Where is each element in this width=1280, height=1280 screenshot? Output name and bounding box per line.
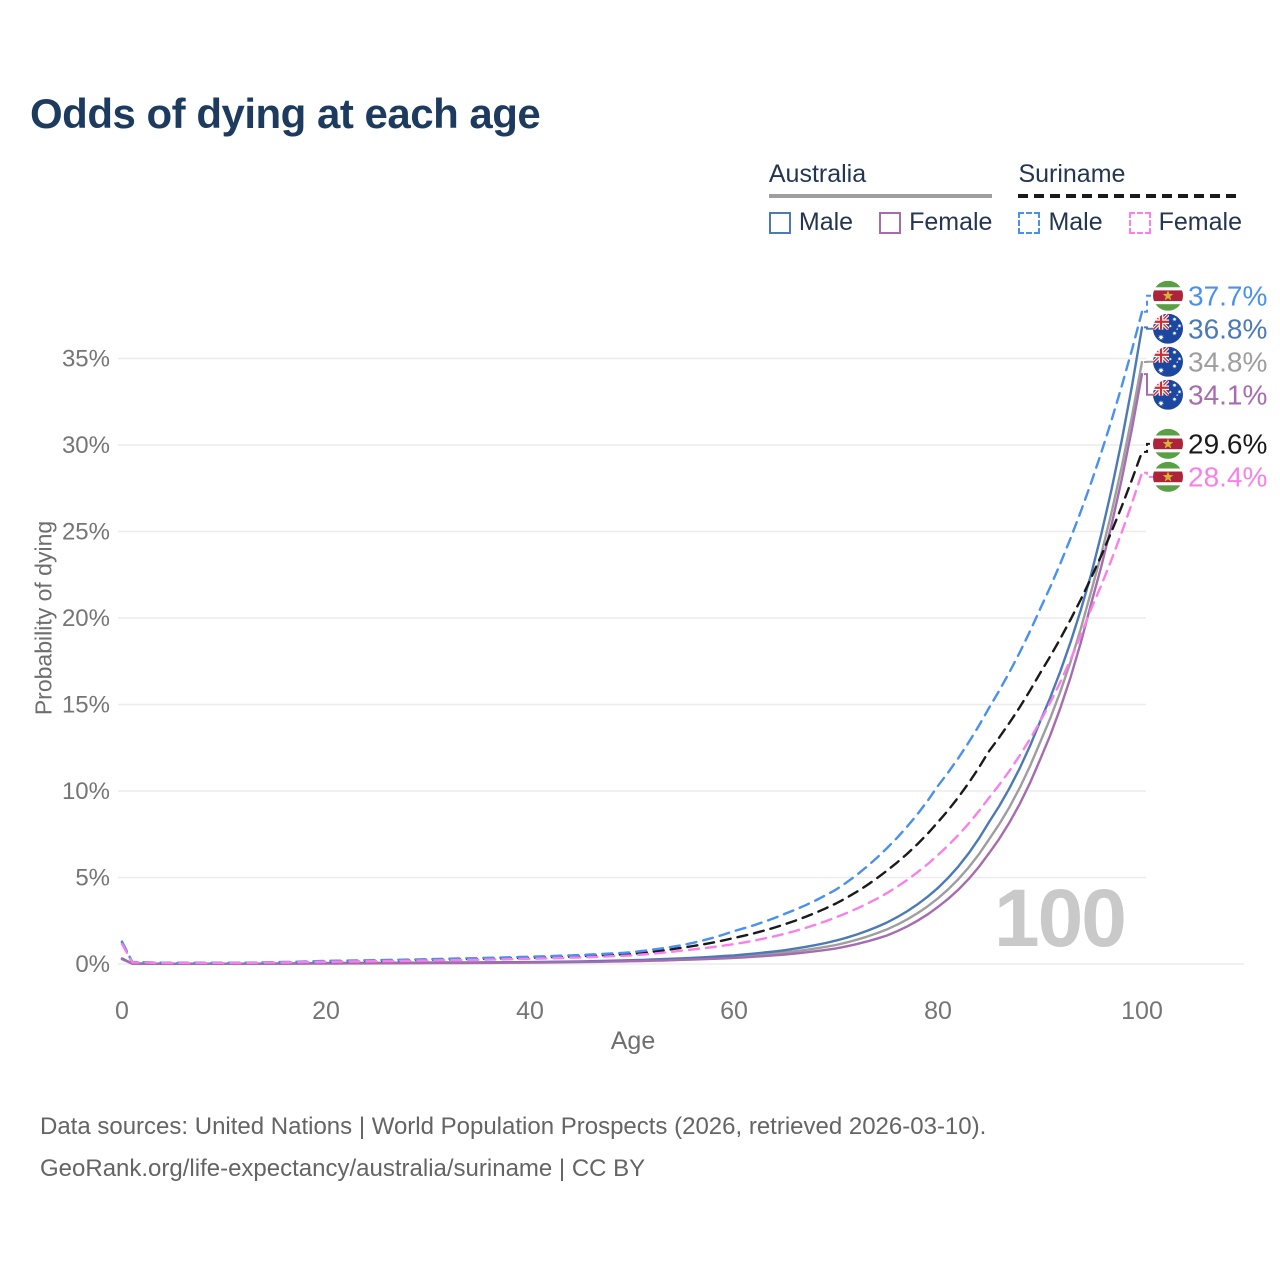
end-label-connector <box>1144 294 1153 313</box>
legend-swatch <box>768 211 791 234</box>
suriname-flag-icon <box>1153 280 1183 311</box>
end-label-value: 34.8% <box>1188 346 1267 377</box>
end-label-value: 34.1% <box>1188 379 1267 410</box>
australia-flag-icon <box>1153 313 1183 344</box>
legend-item-label: Male <box>1048 208 1103 236</box>
y-tick-label: 15% <box>62 692 110 719</box>
y-tick-label: 5% <box>75 865 110 892</box>
end-label-value: 37.7% <box>1188 280 1267 311</box>
x-axis-title: Age <box>610 1027 656 1055</box>
series-line-suriname-male <box>120 310 1144 965</box>
footer: Data sources: United Nations | World Pop… <box>40 1106 986 1190</box>
legend-underline-solid <box>768 194 993 198</box>
y-tick-label: 30% <box>62 432 110 459</box>
end-label-connector <box>1144 326 1153 330</box>
legend-item-australia-male: Male <box>768 208 854 237</box>
series-line-australia-total <box>120 360 1144 965</box>
y-tick-label: 20% <box>62 605 110 632</box>
legend-swatch <box>1128 211 1151 234</box>
end-label-connector <box>1144 373 1153 396</box>
legend-underline-dashed <box>1018 194 1242 198</box>
series-line-suriname-female <box>120 471 1144 965</box>
legend-item-suriname-female: Female <box>1128 208 1242 237</box>
australia-flag-icon <box>1153 379 1183 410</box>
legend-group-australia: Australia Male Female <box>768 160 993 237</box>
end-label-value: 29.6% <box>1188 428 1267 459</box>
legend-group-title: Australia <box>768 160 867 188</box>
series-line-suriname-total <box>120 450 1144 965</box>
suriname-flag-icon <box>1153 461 1183 492</box>
end-label-connector <box>1144 471 1153 478</box>
australia-flag-icon <box>1153 346 1183 377</box>
series-line-australia-female <box>120 372 1144 965</box>
x-tick-label: 40 <box>516 997 544 1025</box>
legend-item-label: Female <box>1158 208 1242 236</box>
watermark-age-100: 100 <box>994 873 1127 964</box>
x-tick-label: 20 <box>312 997 340 1025</box>
legend-item-label: Female <box>909 208 993 236</box>
legend-group-suriname: Suriname Male Female <box>1018 160 1242 237</box>
series-line-australia-male <box>120 326 1144 965</box>
x-tick-label: 0 <box>115 997 129 1025</box>
legend-item-label: Male <box>798 208 854 236</box>
x-tick-label: 60 <box>720 997 748 1025</box>
suriname-flag-icon <box>1153 428 1183 459</box>
legend-item-suriname-male: Male <box>1018 208 1103 237</box>
legend-item-australia-female: Female <box>879 208 992 237</box>
y-tick-label: 10% <box>62 778 110 805</box>
y-axis-title: Probability of dying <box>30 520 57 716</box>
y-tick-label: 25% <box>62 519 110 546</box>
y-tick-label: 0% <box>75 951 110 978</box>
legend-swatch <box>1018 211 1041 234</box>
legend-group-title: Suriname <box>1018 160 1126 188</box>
legend: Australia Male Female Suriname Male Female <box>768 160 1242 237</box>
end-label-value: 36.8% <box>1188 313 1267 344</box>
end-label-connector <box>1144 442 1153 453</box>
end-label-value: 28.4% <box>1188 461 1267 492</box>
x-tick-label: 100 <box>1121 997 1163 1025</box>
gridlines <box>118 357 1244 965</box>
footer-data-sources: Data sources: United Nations | World Pop… <box>40 1113 987 1140</box>
y-tick-label: 35% <box>62 346 110 373</box>
page-title: Odds of dying at each age <box>30 90 541 137</box>
footer-attribution: GeoRank.org/life-expectancy/australia/su… <box>40 1155 646 1182</box>
x-tick-label: 80 <box>924 997 952 1025</box>
legend-swatch <box>879 211 902 234</box>
